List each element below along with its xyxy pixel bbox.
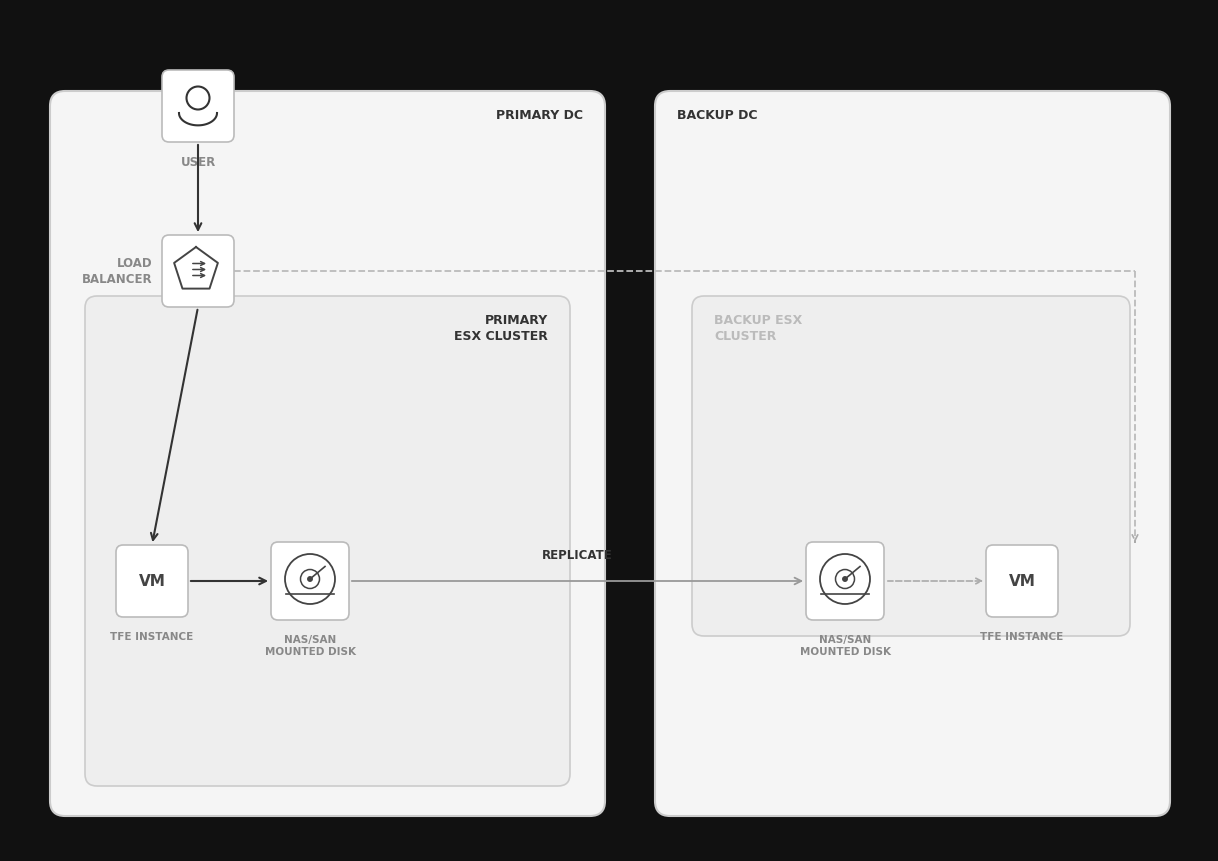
FancyBboxPatch shape	[692, 297, 1130, 636]
Circle shape	[308, 577, 312, 581]
Text: BACKUP ESX
CLUSTER: BACKUP ESX CLUSTER	[714, 313, 803, 343]
FancyBboxPatch shape	[116, 545, 188, 617]
FancyBboxPatch shape	[85, 297, 570, 786]
FancyBboxPatch shape	[655, 92, 1170, 816]
Text: PRIMARY DC: PRIMARY DC	[496, 108, 583, 122]
Text: PRIMARY
ESX CLUSTER: PRIMARY ESX CLUSTER	[454, 313, 548, 343]
Text: LOAD
BALANCER: LOAD BALANCER	[82, 257, 152, 286]
Text: TFE INSTANCE: TFE INSTANCE	[111, 631, 194, 641]
FancyBboxPatch shape	[162, 236, 234, 307]
Text: USER: USER	[180, 156, 216, 169]
Text: TFE INSTANCE: TFE INSTANCE	[980, 631, 1063, 641]
Text: REPLICATE: REPLICATE	[542, 548, 613, 561]
Text: VM: VM	[139, 573, 166, 589]
FancyBboxPatch shape	[270, 542, 350, 620]
Circle shape	[843, 577, 848, 581]
Text: BACKUP DC: BACKUP DC	[677, 108, 758, 122]
FancyBboxPatch shape	[50, 92, 605, 816]
Text: NAS/SAN
MOUNTED DISK: NAS/SAN MOUNTED DISK	[799, 635, 890, 657]
FancyBboxPatch shape	[987, 545, 1058, 617]
FancyBboxPatch shape	[162, 71, 234, 143]
Text: NAS/SAN
MOUNTED DISK: NAS/SAN MOUNTED DISK	[264, 635, 356, 657]
FancyBboxPatch shape	[806, 542, 884, 620]
Text: VM: VM	[1009, 573, 1035, 589]
